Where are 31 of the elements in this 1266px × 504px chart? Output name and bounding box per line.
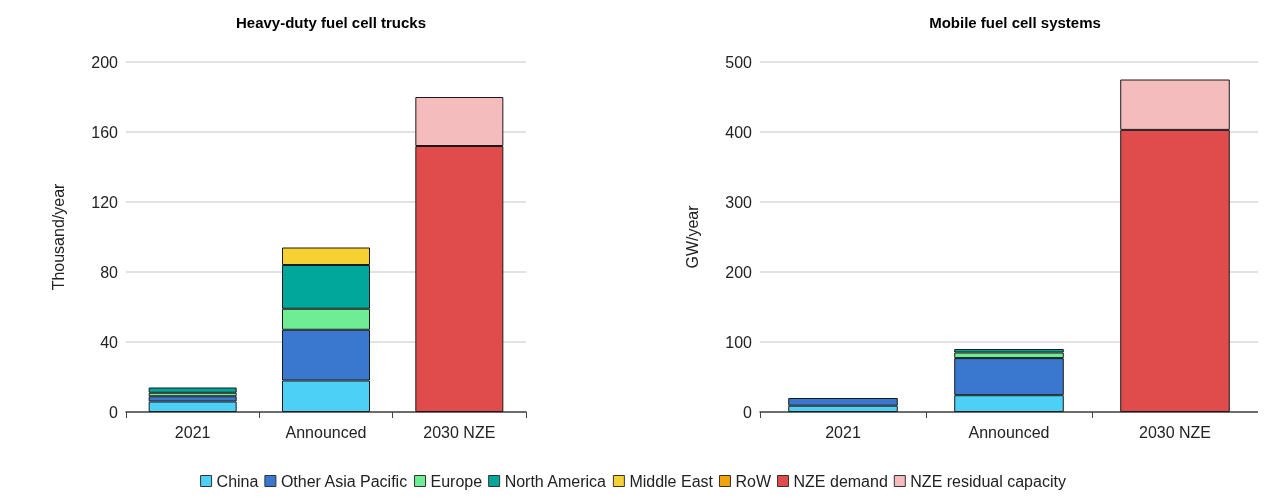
y-tick-label: 40 [100, 333, 119, 351]
chart-title: Mobile fuel cell systems [929, 14, 1101, 31]
y-tick-label: 500 [725, 53, 753, 71]
y-tick-label: 0 [109, 403, 119, 421]
y-tick-label: 80 [100, 263, 119, 281]
x-tick-label: 2030 NZE [423, 423, 496, 441]
x-tick-label: Announced [285, 423, 367, 441]
x-tick-label: 2021 [174, 423, 211, 441]
y-axis-title: Thousand/year [49, 182, 67, 291]
y-tick-label: 400 [725, 123, 753, 141]
x-tick-label: 2021 [825, 423, 861, 441]
legend-label: NZE demand [793, 472, 888, 490]
legend-label: Europe [430, 472, 483, 490]
y-tick-label: 300 [725, 193, 753, 211]
legend-label: North America [504, 472, 607, 490]
legend-label: China [216, 472, 259, 490]
y-axis-title: GW/year [683, 204, 701, 269]
y-tick-label: 0 [743, 403, 753, 421]
legend-label: Middle East [629, 472, 714, 490]
chart-title: Heavy-duty fuel cell trucks [235, 14, 427, 31]
x-tick-label: Announced [968, 423, 1050, 441]
y-tick-label: 200 [725, 263, 753, 281]
legend-label: Other Asia Pacific [280, 472, 408, 490]
y-tick-label: 100 [725, 333, 753, 351]
legend-label: NZE residual capacity [910, 472, 1066, 490]
x-tick-label: 2030 NZE [1138, 423, 1212, 441]
bar [148, 387, 237, 393]
y-tick-label: 200 [91, 53, 119, 71]
y-tick-label: 120 [91, 193, 119, 211]
y-tick-label: 160 [91, 123, 119, 141]
legend-label: RoW [735, 472, 772, 490]
